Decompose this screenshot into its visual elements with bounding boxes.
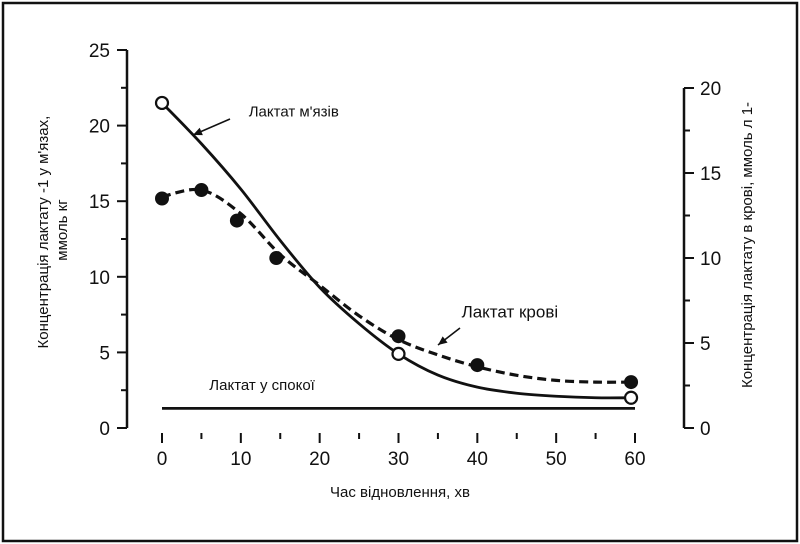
data-point-filled-1 xyxy=(269,251,284,265)
y-left-tick-label: 10 xyxy=(89,268,110,289)
y-left-axis-title-line2: ммоль кг xyxy=(54,199,71,261)
ticks: 0 5 10 15 20 25 0 5 10 15 20 0 10 20 30 40 50 60 xyxy=(89,41,721,470)
y-left-tick-label: 25 xyxy=(89,41,110,62)
x-tick-label: 40 xyxy=(467,449,488,470)
y-left-tick-label: 0 xyxy=(99,419,110,440)
series-annotation: Лактат крові xyxy=(462,303,559,322)
x-tick-label: 10 xyxy=(230,449,251,470)
data-point-filled-1 xyxy=(470,358,485,373)
y-right-tick-label: 15 xyxy=(700,164,721,185)
x-tick-label: 30 xyxy=(388,449,409,470)
axes xyxy=(125,50,686,428)
data-point-filled-1 xyxy=(155,191,169,206)
x-tick-label: 60 xyxy=(624,449,645,470)
data-point-filled-1 xyxy=(624,375,639,390)
series-annotation: Лактат м'язів xyxy=(249,104,339,121)
y-left-axis-title: Концентрація лактату -1 у м'язах, ммоль … xyxy=(35,112,71,349)
x-tick-label: 0 xyxy=(157,449,168,470)
data-point-open-0 xyxy=(623,390,639,405)
data-point-open-0 xyxy=(391,346,406,362)
data-point-filled-1 xyxy=(194,183,209,197)
data-point-filled-1 xyxy=(391,329,406,344)
x-axis-title: Час відновлення, хв xyxy=(330,484,470,501)
y-right-axis-title: Концентрація лактату в крові, ммоль л 1- xyxy=(739,102,756,388)
series-layer xyxy=(154,95,639,410)
blood-label-arrow-head xyxy=(438,336,448,345)
annotations: Лактат м'язів Лактат крові Лактат у спокої xyxy=(192,104,559,394)
x-tick-label: 50 xyxy=(546,449,567,470)
y-left-tick-label: 15 xyxy=(89,192,110,213)
data-point-open-0 xyxy=(154,95,170,111)
y-left-tick-label: 5 xyxy=(99,343,110,364)
series-annotation: Лактат у спокої xyxy=(209,377,315,394)
y-right-tick-label: 10 xyxy=(700,249,721,270)
y-right-tick-label: 5 xyxy=(700,334,711,355)
muscle-label-arrow-head xyxy=(193,127,203,136)
y-right-tick-label: 20 xyxy=(700,79,721,100)
y-left-axis-title-line1: Концентрація лактату -1 у м'язах, xyxy=(35,116,52,349)
y-left-tick-label: 20 xyxy=(89,117,110,138)
series-line-1 xyxy=(161,187,632,384)
y-right-tick-label: 0 xyxy=(700,419,711,440)
x-tick-label: 20 xyxy=(309,449,330,470)
data-point-filled-1 xyxy=(229,213,244,228)
